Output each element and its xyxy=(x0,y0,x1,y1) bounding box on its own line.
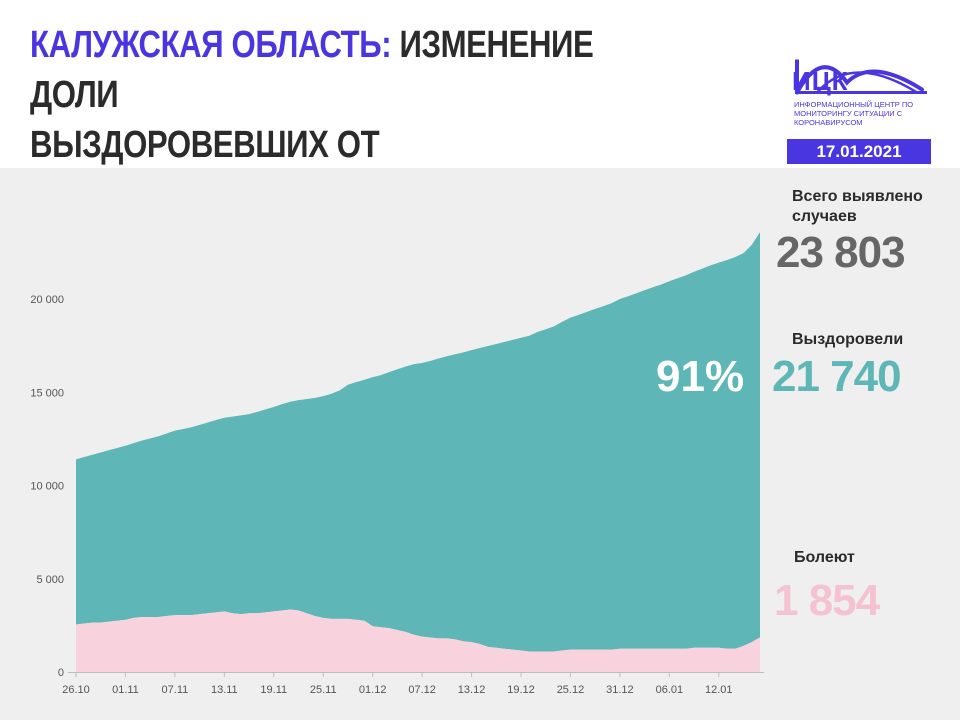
x-tick-label: 25.12 xyxy=(557,684,585,696)
sick-value: 1 854 xyxy=(774,576,880,625)
x-tick-label: 07.12 xyxy=(408,684,436,696)
logo-abbr: ИЦК xyxy=(792,66,849,96)
title-line1: ИЗМЕНЕНИЕ ДОЛИ xyxy=(30,24,594,116)
date-badge: 17.01.2021 xyxy=(787,139,931,164)
recovered-share: 91% xyxy=(656,352,745,401)
sick-label: Болеют xyxy=(794,549,855,566)
y-tick-label: 0 xyxy=(58,667,64,679)
x-tick-label: 25.11 xyxy=(310,684,337,696)
series-sick-area xyxy=(76,609,760,672)
bridge-wave-icon xyxy=(795,59,927,95)
x-tick-label: 07.11 xyxy=(162,684,189,696)
logo-subtitle: ИНФОРМАЦИОННЫЙ ЦЕНТР ПО МОНИТОРИНГУ СИТУ… xyxy=(794,100,914,127)
x-tick-label: 12.01 xyxy=(705,684,733,696)
x-tick-label: 06.01 xyxy=(656,684,684,696)
x-tick-label: 13.12 xyxy=(458,684,486,696)
recovered-value: 21 740 xyxy=(772,352,902,401)
y-tick-label: 10 000 xyxy=(30,481,64,493)
total-value: 23 803 xyxy=(776,228,906,277)
x-tick-label: 01.12 xyxy=(359,684,387,696)
y-tick-label: 20 000 xyxy=(30,294,64,306)
recovered-label: Выздоровели xyxy=(792,331,904,348)
x-tick-label: 19.11 xyxy=(260,684,287,696)
x-tick-label: 31.12 xyxy=(606,684,634,696)
title-region: КАЛУЖСКАЯ ОБЛАСТЬ: xyxy=(30,24,392,66)
x-tick-label: 13.11 xyxy=(211,684,238,696)
y-tick-label: 5 000 xyxy=(36,574,64,586)
y-tick-label: 15 000 xyxy=(30,387,64,399)
header: КАЛУЖСКАЯ ОБЛАСТЬ: ИЗМЕНЕНИЕ ДОЛИ ВЫЗДОР… xyxy=(0,0,960,216)
x-tick-label: 26.10 xyxy=(62,684,90,696)
x-tick-label: 19.12 xyxy=(507,684,535,696)
series-recovered-area xyxy=(76,231,760,652)
x-tick-label: 01.11 xyxy=(112,684,139,696)
total-label: Всего выявлено случаев xyxy=(792,188,923,225)
